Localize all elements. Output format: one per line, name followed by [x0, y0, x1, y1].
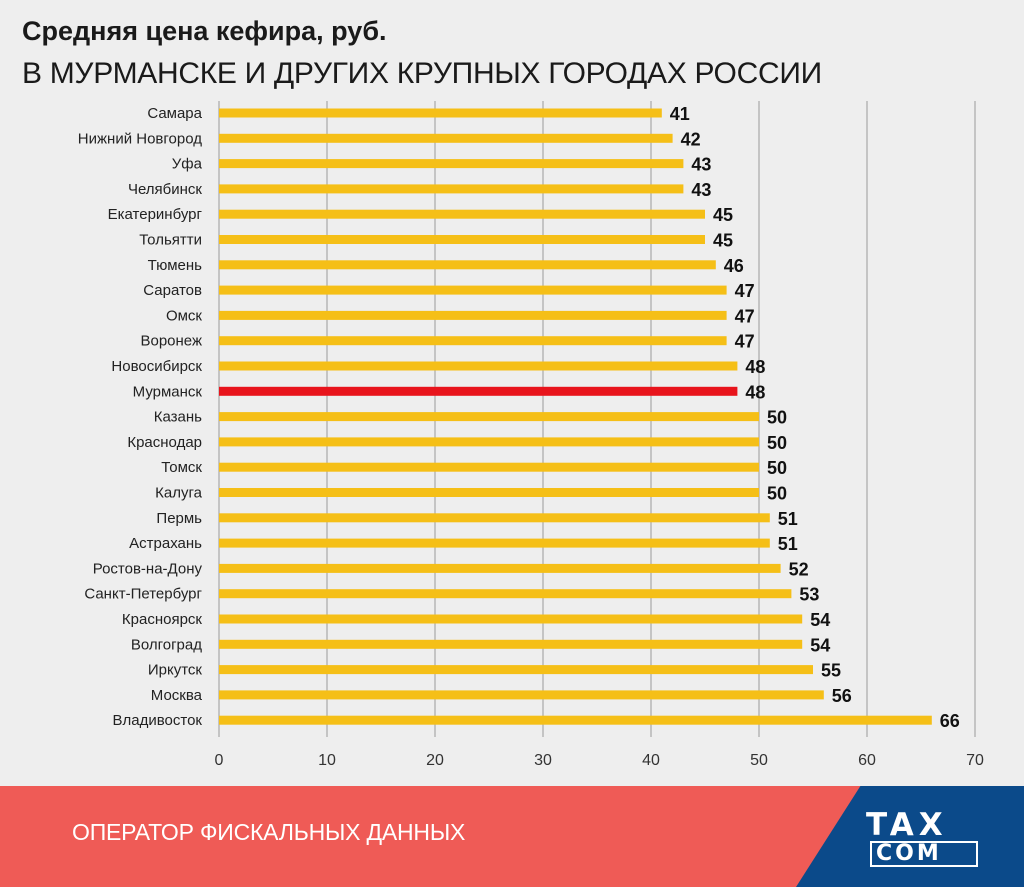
footer-banner: ОПЕРАТОР ФИСКАЛЬНЫХ ДАННЫХ TAX COM — [0, 786, 1024, 887]
category-label: Новосибирск — [111, 358, 202, 375]
category-label: Краснодар — [127, 434, 202, 451]
category-label: Омск — [166, 307, 202, 324]
value-label: 46 — [724, 256, 744, 276]
bar — [219, 133, 673, 143]
bar — [219, 538, 770, 548]
category-label: Москва — [151, 687, 203, 704]
bar — [219, 665, 813, 675]
x-tick-label: 60 — [858, 752, 876, 769]
x-axis-ticks: 0 10 20 30 40 50 60 70 — [215, 752, 984, 769]
bar — [219, 715, 932, 725]
bar — [219, 285, 727, 295]
category-label: Воронеж — [140, 333, 202, 350]
value-label: 43 — [691, 155, 711, 175]
bar — [219, 260, 716, 270]
value-label: 48 — [745, 382, 765, 402]
value-label: 53 — [799, 585, 819, 605]
value-label: 41 — [670, 104, 690, 124]
x-tick-label: 20 — [426, 752, 444, 769]
category-label: Астрахань — [129, 535, 202, 552]
bar — [219, 336, 727, 346]
x-tick-label: 10 — [318, 752, 336, 769]
bar — [219, 513, 770, 523]
value-label: 48 — [745, 357, 765, 377]
category-label: Челябинск — [128, 181, 202, 198]
value-label: 45 — [713, 231, 733, 251]
bar — [219, 462, 759, 472]
category-label: Тольятти — [139, 232, 202, 249]
category-label: Нижний Новгород — [78, 130, 202, 147]
value-labels: 4142434345454647474748485050505051515253… — [670, 104, 960, 731]
value-label: 51 — [778, 534, 798, 554]
bar — [219, 209, 705, 219]
category-label: Калуга — [155, 485, 202, 502]
bar — [219, 235, 705, 244]
value-label: 54 — [810, 610, 830, 630]
value-label: 55 — [821, 661, 841, 681]
category-label: Волгоград — [131, 636, 202, 653]
bars — [219, 108, 932, 725]
value-label: 45 — [713, 205, 733, 225]
value-label: 50 — [767, 408, 787, 428]
bar — [219, 184, 684, 194]
taxcom-logo: TAX COM — [866, 810, 978, 867]
category-label: Саратов — [143, 282, 202, 299]
category-label: Владивосток — [113, 712, 203, 729]
value-label: 50 — [767, 433, 787, 453]
category-label: Уфа — [172, 156, 203, 173]
chart-subtitle: В МУРМАНСКЕ И ДРУГИХ КРУПНЫХ ГОРОДАХ РОС… — [22, 57, 822, 90]
category-label: Ростов-на-Дону — [93, 560, 203, 577]
value-label: 54 — [810, 635, 830, 655]
category-label: Екатеринбург — [108, 206, 203, 223]
category-label: Казань — [154, 409, 202, 426]
category-label: Самара — [147, 105, 202, 122]
bar — [219, 386, 738, 396]
category-labels: Самара Нижний Новгород Уфа Челябинск Екатери… — [78, 105, 203, 729]
x-tick-label: 50 — [750, 752, 768, 769]
bar — [219, 437, 759, 447]
footer-tagline: ОПЕРАТОР ФИСКАЛЬНЫХ ДАННЫХ — [72, 819, 466, 845]
category-label: Пермь — [156, 510, 202, 527]
bar — [219, 361, 738, 371]
value-label: 51 — [778, 509, 798, 529]
bar — [219, 614, 803, 624]
bar — [219, 159, 684, 169]
value-label: 52 — [789, 559, 809, 579]
category-label: Тюмень — [148, 257, 203, 274]
x-tick-label: 30 — [534, 752, 552, 769]
category-label: Красноярск — [122, 611, 203, 628]
bar — [219, 108, 662, 118]
bar — [219, 690, 824, 700]
category-label: Санкт-Петербург — [84, 586, 202, 603]
value-label: 50 — [767, 484, 787, 504]
bar — [219, 412, 759, 422]
value-label: 47 — [735, 306, 755, 326]
bar-chart: Самара Нижний Новгород Уфа Челябинск Екатери… — [78, 101, 984, 769]
value-label: 56 — [832, 686, 852, 706]
category-label: Иркутск — [148, 662, 203, 679]
x-tick-label: 70 — [966, 752, 984, 769]
value-label: 47 — [735, 281, 755, 301]
bar — [219, 563, 781, 573]
value-label: 42 — [681, 129, 701, 149]
x-tick-label: 40 — [642, 752, 660, 769]
value-label: 66 — [940, 711, 960, 731]
category-label: Томск — [161, 459, 202, 476]
category-label: Мурманск — [133, 383, 203, 400]
logo-line-2: COM — [870, 841, 978, 867]
value-label: 43 — [691, 180, 711, 200]
x-tick-label: 0 — [215, 752, 224, 769]
value-label: 47 — [735, 332, 755, 352]
bar — [219, 488, 759, 497]
logo-line-1: TAX — [866, 807, 948, 843]
bar — [219, 639, 803, 649]
bar — [219, 310, 727, 320]
chart-title: Средняя цена кефира, руб. — [22, 16, 387, 46]
value-label: 50 — [767, 458, 787, 478]
bar — [219, 589, 792, 599]
